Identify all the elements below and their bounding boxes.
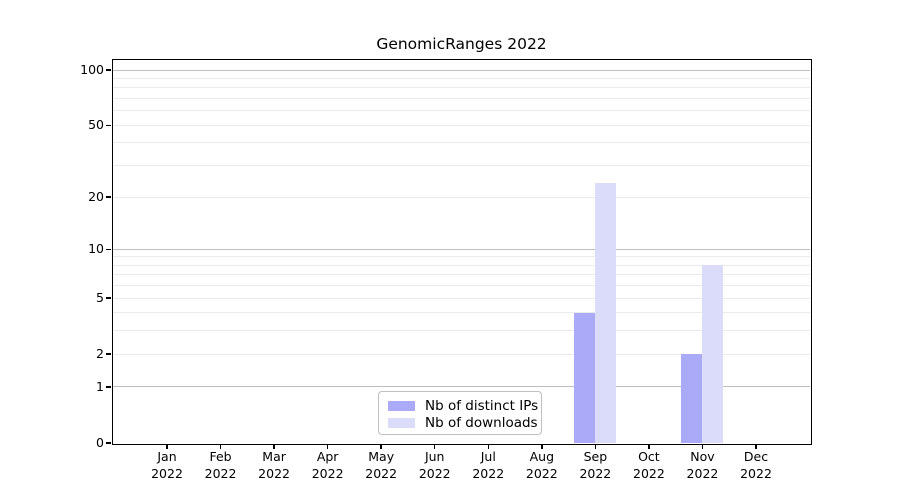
y-tick-label: 100 [80,62,104,78]
x-tick-mark [755,444,757,449]
x-tick-year: 2022 [151,465,183,481]
x-tick-year: 2022 [579,465,612,481]
x-tick-mark [701,444,704,449]
x-tick-year: 2022 [686,465,719,481]
x-tick-label: Nov 2022 [670,449,734,482]
x-tick-year: 2022 [204,465,237,481]
x-tick-month: Sep [583,449,608,464]
bar-distinct-ips [681,354,703,443]
x-tick-mark [487,444,490,449]
x-tick-year: 2022 [258,465,290,481]
x-tick-month: Dec [743,449,769,464]
x-tick-label: Mar 2022 [242,449,306,482]
x-tick-year: 2022 [740,465,772,481]
x-tick-mark [166,444,168,449]
distinct-ips-swatch-icon [388,400,415,411]
x-tick-label: Feb 2022 [189,449,253,482]
downloads-swatch-icon [388,417,415,428]
gridline-minor [113,196,810,198]
y-tick-mark [106,69,111,71]
x-tick-month: Jun [424,449,445,464]
x-tick-mark [273,444,275,449]
gridline-major [113,248,810,250]
y-tick-mark [106,353,111,355]
gridline-minor [113,285,810,287]
legend-item-downloads: Nb of downloads [388,414,538,431]
bar-downloads [702,265,724,443]
bar-downloads [595,182,617,443]
y-tick-mark [106,442,111,444]
x-tick-month: Oct [638,449,660,464]
gridline-minor [113,165,810,167]
x-tick-month: Jan [157,449,177,464]
x-tick-mark [648,444,650,449]
legend-item-distinct-ips: Nb of distinct IPs [388,397,538,414]
y-tick-mark [106,196,111,198]
gridline-minor [113,353,810,355]
y-tick-mark [106,248,111,251]
gridline-minor [113,264,810,266]
x-tick-label: Dec 2022 [724,449,788,482]
gridline-minor [113,142,810,144]
x-tick-mark [326,444,329,449]
x-tick-month: Mar [262,449,286,464]
gridline-minor [113,256,810,258]
y-tick-mark [106,297,111,299]
y-tick-mark [106,386,111,388]
x-tick-mark [433,444,436,449]
gridline-minor [113,312,810,314]
x-tick-label: Jun 2022 [403,449,467,482]
x-tick-label: Apr 2022 [296,449,360,482]
y-tick-label: 1 [96,378,104,394]
x-tick-label: Jul 2022 [456,449,520,482]
x-tick-year: 2022 [633,465,665,481]
x-tick-label: Aug 2022 [510,449,574,482]
x-tick-month: Nov [690,449,715,464]
x-tick-month: Apr [316,449,339,464]
y-tick-label: 20 [88,189,104,205]
x-tick-year: 2022 [472,465,505,481]
x-tick-label: Sep 2022 [563,449,627,482]
y-tick-label: 0 [96,435,104,450]
y-tick-mark [106,124,111,127]
y-tick-label: 2 [96,346,104,362]
x-tick-label: Oct 2022 [617,449,681,482]
x-tick-mark [219,444,222,449]
gridline-minor [113,87,810,89]
x-tick-month: May [368,449,395,464]
x-tick-month: Feb [209,449,232,464]
x-tick-year: 2022 [311,465,344,481]
x-tick-year: 2022 [525,465,558,481]
legend-label: Nb of downloads [425,414,538,431]
gridline-minor [113,110,810,112]
x-tick-label: Jan 2022 [135,449,199,482]
gridline-major [113,69,810,71]
gridline-minor [113,330,810,332]
x-tick-month: Jul [480,449,496,464]
legend-label: Nb of distinct IPs [425,397,539,414]
gridline-minor [113,274,810,276]
x-tick-year: 2022 [365,465,398,481]
y-tick-label: 10 [88,241,104,257]
bar-distinct-ips [574,312,596,443]
legend: Nb of distinct IPs Nb of downloads [378,391,542,435]
gridline-minor [113,297,810,299]
gridline-minor [113,78,810,80]
x-tick-month: Aug [529,449,555,464]
y-tick-label: 5 [96,290,104,306]
x-tick-mark [594,444,597,449]
gridline-minor [113,124,810,126]
x-tick-mark [380,444,382,449]
chart-title: GenomicRanges 2022 [376,35,547,53]
gridline-major [113,386,810,388]
x-tick-label: May 2022 [349,449,413,482]
x-tick-mark [541,444,543,449]
gridline-minor [113,98,810,100]
plot-area [113,60,810,443]
y-tick-label: 50 [88,117,104,133]
x-tick-year: 2022 [418,465,451,481]
